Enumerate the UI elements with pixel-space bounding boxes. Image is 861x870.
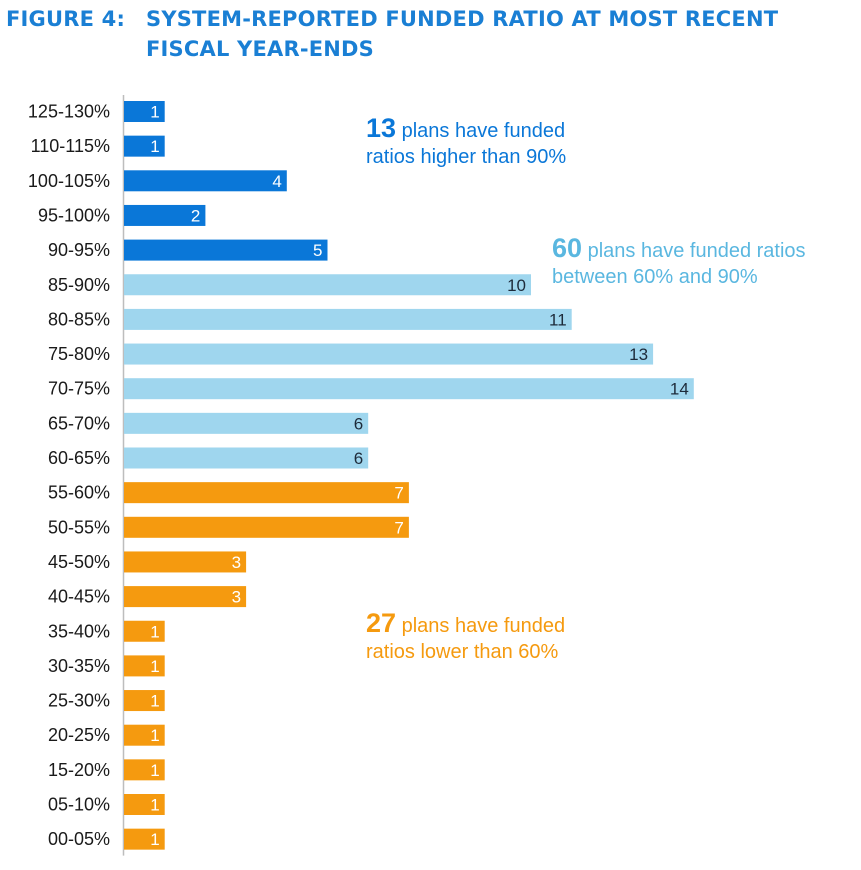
- bar-mid: [124, 343, 654, 365]
- value-label: 5: [313, 241, 322, 260]
- annotation-low-count: 27: [366, 608, 397, 638]
- category-label: 75-80%: [48, 344, 110, 364]
- category-label: 45-50%: [48, 552, 110, 572]
- value-label: 4: [272, 172, 281, 191]
- bar-mid: [124, 412, 369, 434]
- annotation-mid: 60 plans have funded ratios between 60% …: [552, 235, 806, 290]
- category-label: 15-20%: [48, 760, 110, 780]
- value-label: 14: [670, 380, 689, 399]
- chart-title: FIGURE 4: SYSTEM-REPORTED FUNDED RATIO AT…: [6, 4, 778, 64]
- annotation-high-line1: plans have funded: [401, 120, 566, 142]
- category-label: 35-40%: [48, 621, 110, 641]
- bar-mid: [124, 308, 572, 330]
- value-label: 6: [354, 414, 363, 433]
- bar-low: [124, 551, 247, 573]
- bar-low: [124, 516, 409, 538]
- bar-high: [124, 170, 287, 192]
- category-label: 65-70%: [48, 413, 110, 433]
- category-label: 20-25%: [48, 725, 110, 745]
- value-label: 7: [394, 518, 403, 537]
- value-label: 3: [232, 588, 241, 607]
- category-label: 25-30%: [48, 691, 110, 711]
- value-label: 1: [150, 103, 159, 122]
- bar-low: [124, 655, 165, 677]
- annotation-low: 27 plans have funded ratios lower than 6…: [366, 610, 565, 665]
- annotation-mid-line2: between 60% and 90%: [552, 266, 758, 288]
- title-line-2: FISCAL YEAR-ENDS: [146, 37, 375, 61]
- category-label: 90-95%: [48, 240, 110, 260]
- annotation-high-line2: ratios higher than 90%: [366, 146, 567, 168]
- bar-low: [124, 690, 165, 712]
- bar-high: [124, 204, 206, 226]
- value-label: 7: [394, 484, 403, 503]
- category-label: 60-65%: [48, 448, 110, 468]
- annotation-high-count: 13: [366, 113, 397, 143]
- category-label: 50-55%: [48, 517, 110, 537]
- annotation-high: 13 plans have funded ratios higher than …: [366, 115, 566, 170]
- bar-low: [124, 586, 247, 608]
- bar-low: [124, 759, 165, 781]
- category-label: 55-60%: [48, 483, 110, 503]
- annotation-low-line1: plans have funded: [401, 615, 566, 637]
- category-label: 95-100%: [38, 205, 110, 225]
- value-label: 1: [150, 830, 159, 849]
- value-label: 1: [150, 726, 159, 745]
- value-label: 2: [191, 206, 200, 225]
- bar-low: [124, 620, 165, 642]
- annotation-low-line2: ratios lower than 60%: [366, 641, 559, 663]
- category-label: 125-130%: [28, 102, 110, 122]
- bar-low: [124, 482, 409, 504]
- bar-high: [124, 239, 328, 261]
- category-label: 30-35%: [48, 656, 110, 676]
- category-label: 85-90%: [48, 275, 110, 295]
- value-label: 1: [150, 692, 159, 711]
- bar-high: [124, 101, 165, 122]
- category-label: 00-05%: [48, 829, 110, 849]
- value-label: 1: [150, 761, 159, 780]
- bar-mid: [124, 274, 531, 296]
- category-label: 110-115%: [31, 136, 110, 156]
- category-label: 70-75%: [48, 379, 110, 399]
- value-label: 10: [507, 276, 526, 295]
- bar-mid: [124, 447, 369, 469]
- value-label: 1: [150, 796, 159, 815]
- bar-high: [124, 135, 165, 157]
- figure-number: FIGURE 4:: [6, 7, 126, 31]
- value-label: 1: [150, 622, 159, 641]
- value-label: 6: [354, 449, 363, 468]
- value-label: 1: [150, 137, 159, 156]
- value-label: 3: [232, 553, 241, 572]
- category-label: 05-10%: [48, 795, 110, 815]
- category-label: 40-45%: [48, 587, 110, 607]
- bar-low: [124, 794, 165, 815]
- bar-mid: [124, 378, 694, 400]
- value-label: 13: [629, 345, 648, 364]
- category-label: 80-85%: [48, 309, 110, 329]
- annotation-mid-count: 60: [552, 233, 583, 263]
- bar-low: [124, 828, 165, 850]
- annotation-mid-line1: plans have funded ratios: [587, 240, 806, 262]
- value-label: 1: [150, 657, 159, 676]
- title-line-1: SYSTEM-REPORTED FUNDED RATIO AT MOST REC…: [146, 7, 779, 31]
- category-label: 100-105%: [28, 171, 110, 191]
- bar-low: [124, 724, 165, 746]
- value-label: 11: [549, 310, 567, 329]
